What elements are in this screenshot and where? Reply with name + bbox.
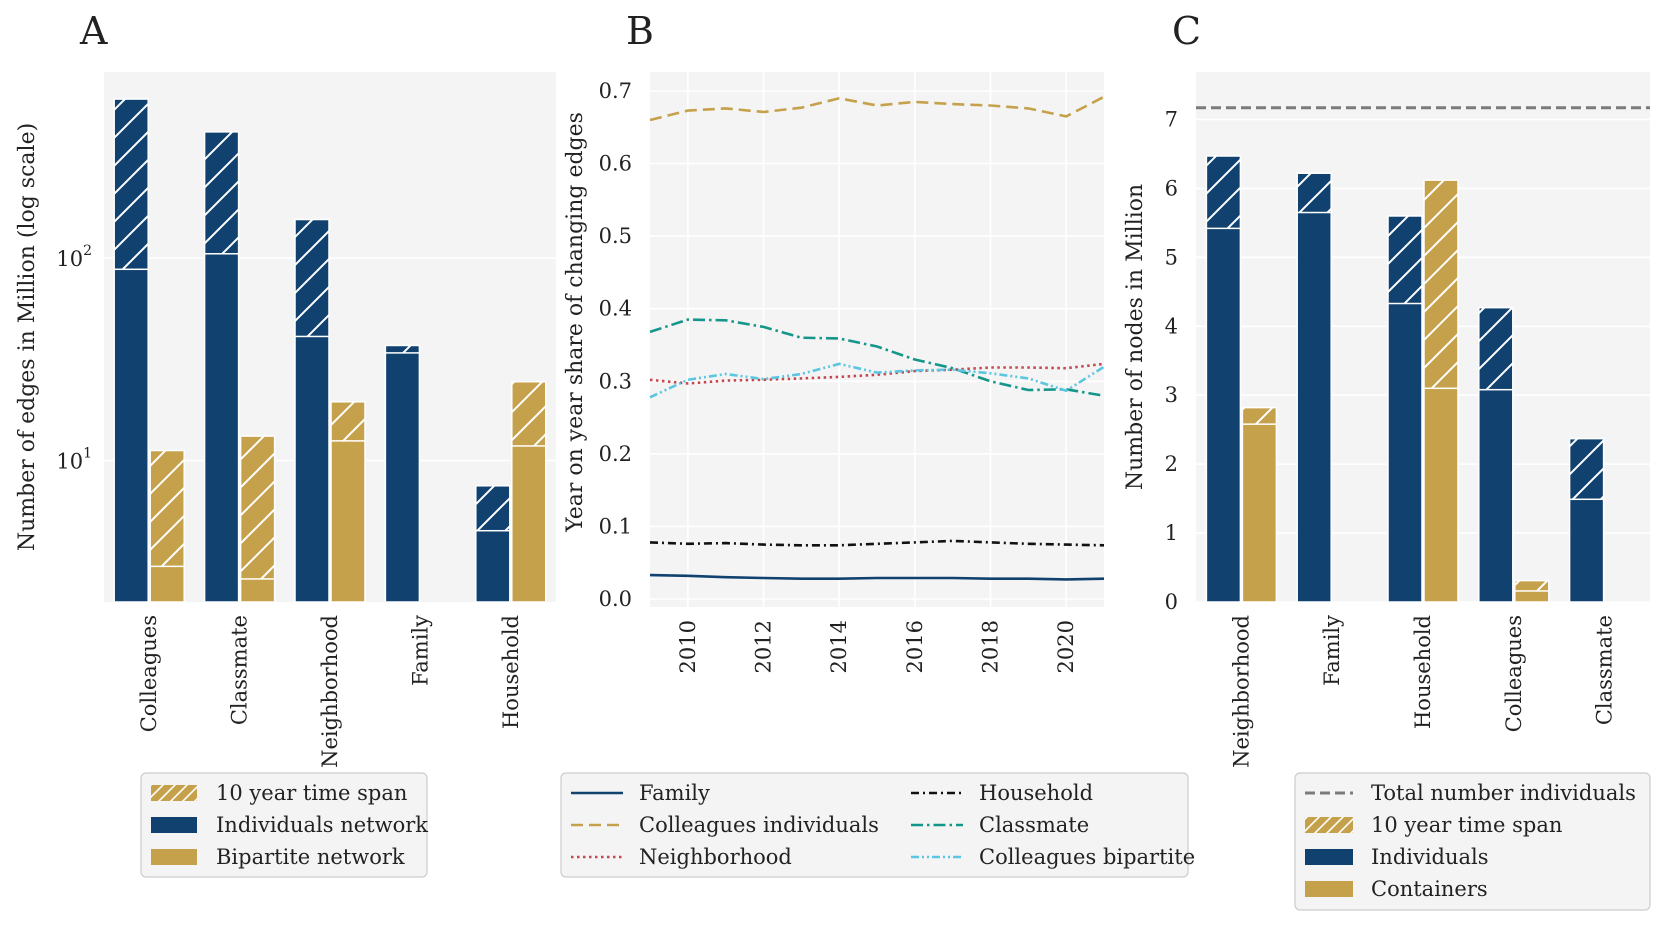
bar-bipartite-network-classmate — [239, 578, 276, 603]
legend-swatch-gold — [151, 849, 197, 865]
panel-a-edges-chart: 101 102 Colleagues Classmate Neighborhood Fa… — [15, 72, 556, 768]
panel-letter-c: C — [1172, 9, 1201, 53]
legend-swatch-navy — [151, 817, 197, 833]
x-tick-label-household: Household — [499, 615, 523, 729]
x-tick-label-colleagues: Colleagues — [1502, 615, 1526, 732]
panel-a-y-axis-label: Number of edges in Million (log scale) — [15, 123, 40, 551]
panel-b-line-chart: 0.0 0.1 0.2 0.3 0.4 0.5 0.6 0.7 2010 2012 2014 201… — [563, 72, 1105, 673]
line-household — [649, 539, 1105, 547]
x-tick-label-neighborhood: Neighborhood — [318, 615, 342, 768]
x-tick-label-colleagues: Colleagues — [137, 615, 161, 732]
bar-bipartite-network-colleagues — [149, 565, 185, 603]
y-tick-label: 101 — [56, 445, 92, 473]
x-tick-label-2012: 2012 — [752, 620, 776, 673]
bar-containers-neighborhood — [1241, 423, 1278, 603]
legend-panel-b: Family Colleagues individuals Neighborhood… — [560, 772, 1195, 878]
y-tick-label: 0.5 — [599, 224, 632, 248]
bar-individuals-family — [1296, 211, 1332, 603]
legend-label-10-year: 10 year time span — [216, 781, 407, 805]
legend-label-colleagues-bipartite: Colleagues bipartite — [979, 845, 1195, 869]
y-tick-label: 3 — [1165, 383, 1178, 407]
x-tick-label-classmate: Classmate — [1593, 615, 1617, 725]
panel-c-nodes-chart: 0 1 2 3 4 5 6 7 Neighborhood Family Household Coll… — [1123, 72, 1650, 768]
x-tick-label-family: Family — [408, 615, 432, 686]
legend-label-household: Household — [979, 781, 1093, 805]
bar-bipartite-network-household — [511, 445, 547, 603]
legend-swatch-hatched — [151, 785, 197, 801]
y-tick-label: 0.6 — [599, 152, 632, 176]
legend-panel-c: Total number individuals 10 year time sp… — [1294, 772, 1651, 911]
bar-individuals-neighborhood — [1205, 227, 1242, 603]
line-colleagues-individuals — [649, 95, 1105, 122]
y-tick-label: 2 — [1165, 452, 1178, 476]
y-tick-label: 5 — [1165, 245, 1178, 269]
y-tick-label: 7 — [1165, 107, 1178, 131]
panel-letter-a: A — [79, 9, 108, 53]
legend-swatch-navy — [1305, 849, 1353, 865]
x-tick-label-2010: 2010 — [676, 620, 700, 673]
legend-label-family: Family — [639, 781, 710, 805]
panel-letter-b: B — [626, 9, 654, 53]
bar-containers-colleagues — [1514, 590, 1550, 603]
legend-label-10-year: 10 year time span — [1371, 813, 1562, 837]
y-tick-label: 1 — [1165, 521, 1178, 545]
x-tick-label-2014: 2014 — [827, 620, 851, 673]
x-tick-label-household: Household — [1411, 615, 1435, 729]
y-tick-label: 0.4 — [599, 297, 632, 321]
line-neighborhood — [649, 362, 1105, 385]
bar-individuals-household — [1387, 302, 1423, 603]
y-tick-label: 0.3 — [599, 369, 632, 393]
x-tick-label-family: Family — [1320, 615, 1344, 686]
legend-label-bipartite-network: Bipartite network — [216, 845, 405, 869]
y-tick-label: 0.2 — [599, 442, 632, 466]
legend-label-containers: Containers — [1371, 877, 1488, 901]
x-tick-label-classmate: Classmate — [228, 615, 252, 725]
bar-containers-household — [1423, 387, 1459, 603]
panel-c-y-axis-label: Number of nodes in Million — [1123, 184, 1148, 490]
y-tick-label: 102 — [56, 243, 92, 271]
y-tick-label: 0.7 — [599, 79, 632, 103]
legend-label-colleagues-individuals: Colleagues individuals — [639, 813, 879, 837]
bar-individuals-colleagues — [1478, 388, 1514, 603]
bar-individuals-network-classmate — [203, 253, 240, 603]
legend-panel-a: 10 year time span Individuals network Bi… — [140, 772, 428, 878]
y-tick-label: 0.1 — [599, 514, 632, 538]
bar-10-year-bipartite-network-classmate — [239, 435, 276, 603]
legend-swatch-gold — [1305, 881, 1353, 897]
bar-bipartite-network-neighborhood — [330, 440, 366, 603]
bar-individuals-classmate — [1568, 498, 1605, 603]
bar-individuals-network-family — [384, 352, 421, 603]
legend-label-individuals: Individuals — [1371, 845, 1489, 869]
legend-label-neighborhood: Neighborhood — [639, 845, 792, 869]
legend-label-classmate: Classmate — [979, 813, 1089, 837]
line-family — [649, 573, 1105, 581]
bar-individuals-network-household — [475, 529, 511, 603]
legend-swatch-hatched — [1305, 817, 1353, 833]
line-classmate — [649, 318, 1105, 398]
bar-individuals-network-colleagues — [113, 268, 149, 603]
legend-label-total-individuals: Total number individuals — [1371, 781, 1636, 805]
y-tick-label: 4 — [1165, 314, 1178, 338]
panel-b-y-axis-label: Year on year share of changing edges — [563, 112, 588, 533]
x-tick-label-2018: 2018 — [979, 620, 1003, 673]
x-tick-label-2020: 2020 — [1054, 620, 1078, 673]
y-tick-label: 0.0 — [599, 587, 632, 611]
y-tick-label: 0 — [1165, 590, 1178, 614]
y-tick-label: 6 — [1165, 176, 1178, 200]
legend-label-individuals-network: Individuals network — [216, 813, 428, 837]
bar-individuals-network-neighborhood — [294, 335, 330, 603]
x-tick-label-neighborhood: Neighborhood — [1229, 615, 1253, 768]
x-tick-label-2016: 2016 — [903, 620, 927, 673]
line-colleagues-bipartite — [649, 362, 1105, 399]
